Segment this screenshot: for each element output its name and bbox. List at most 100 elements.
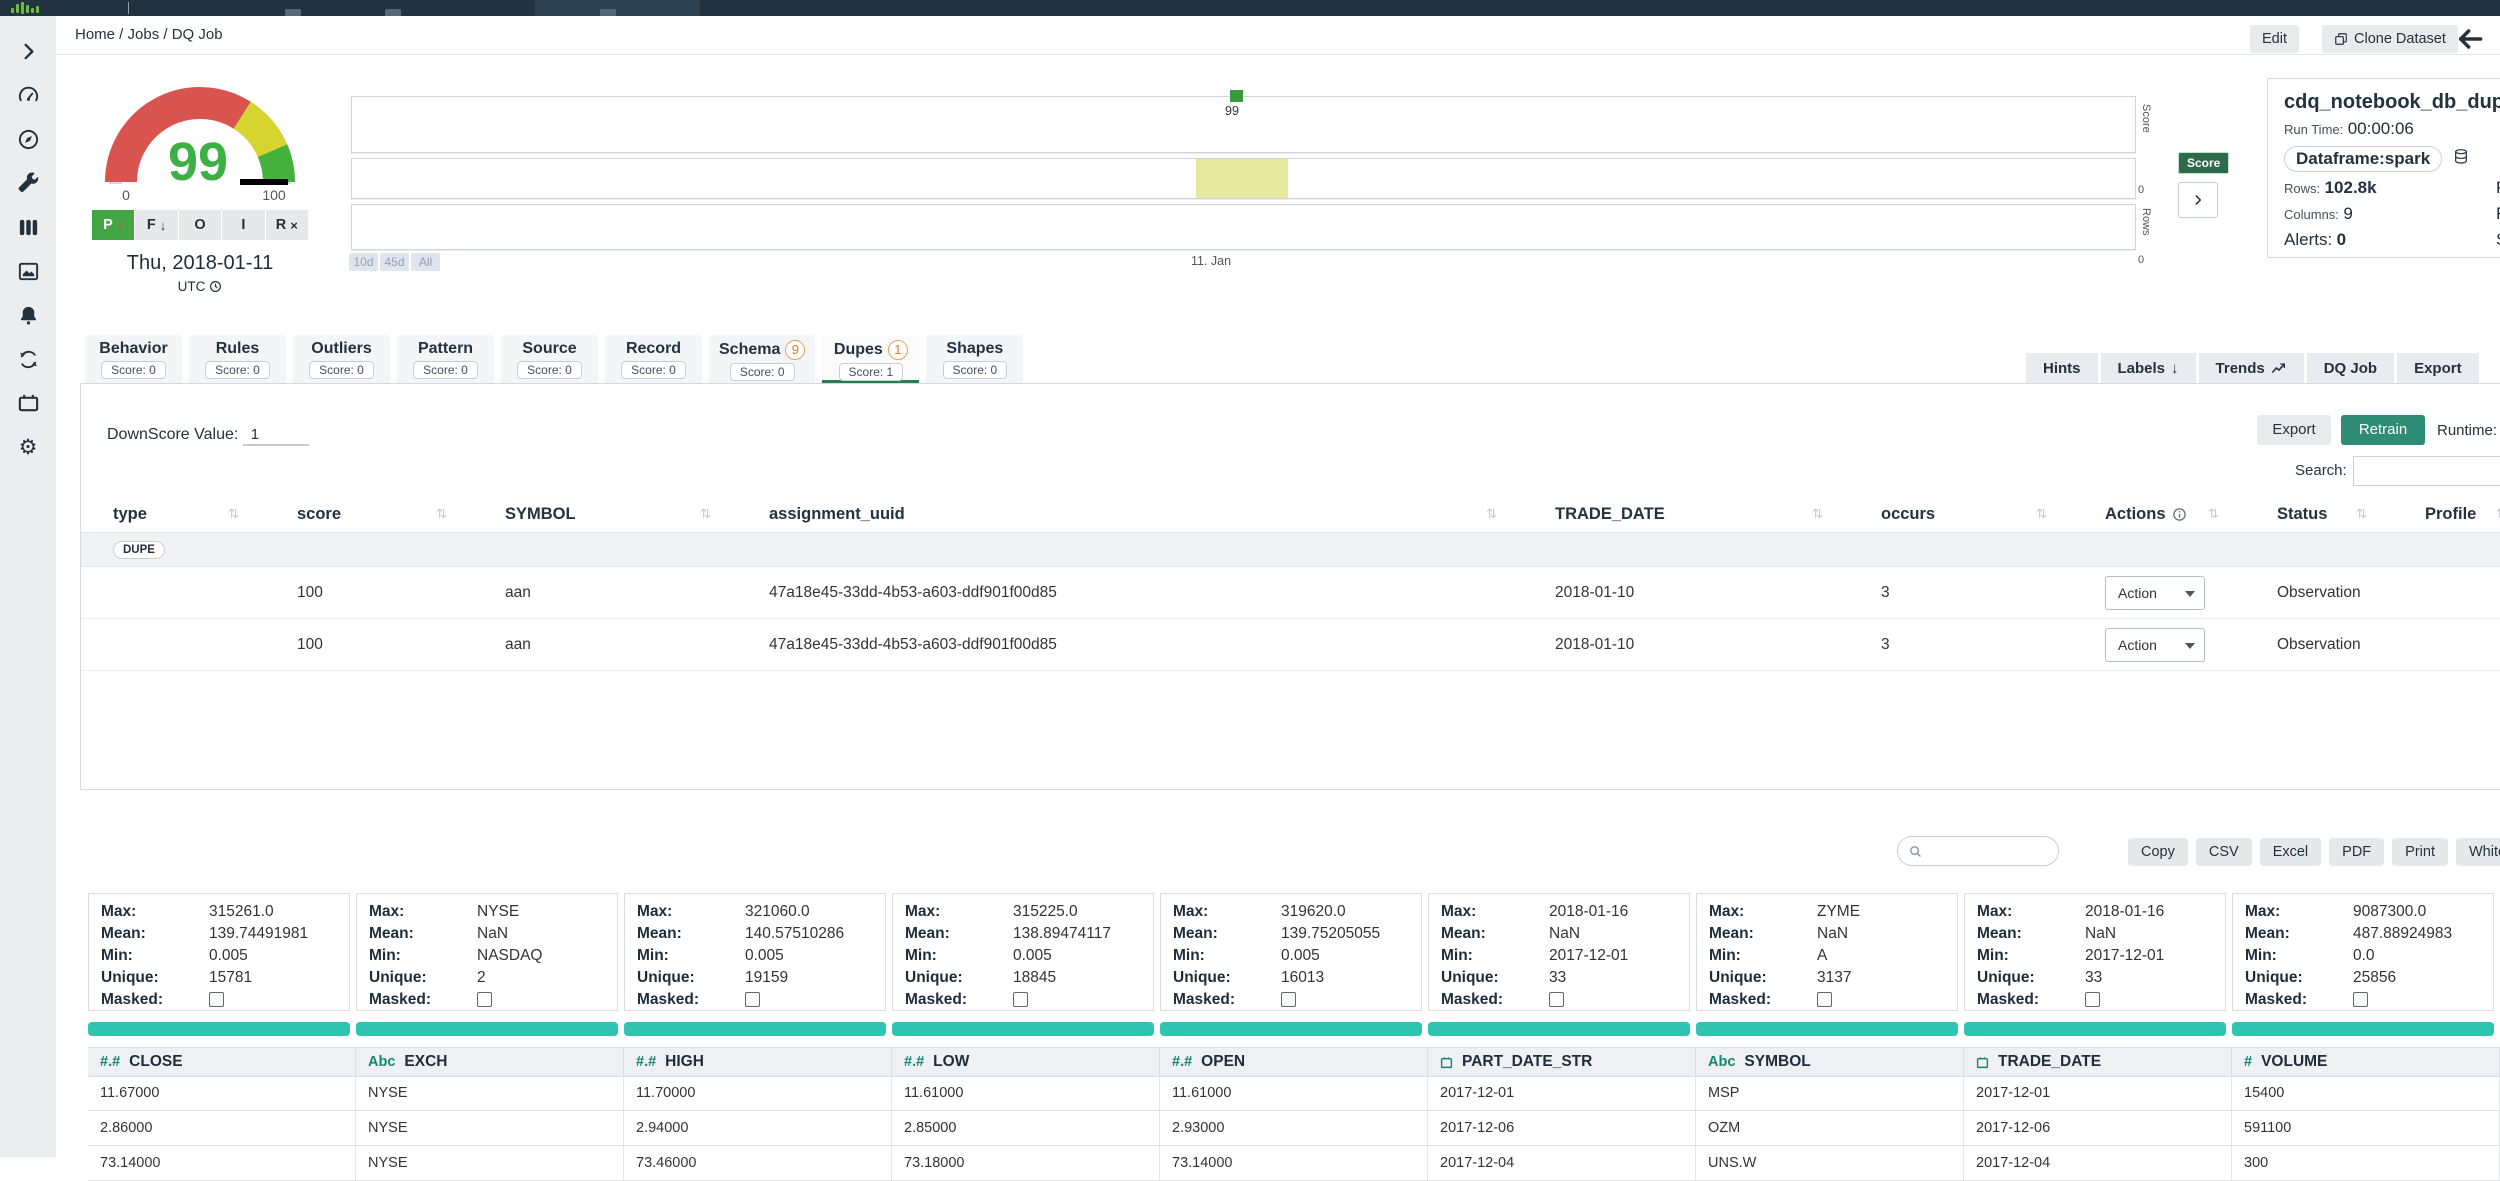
preview-column-header[interactable]: # VOLUME [2232,1048,2500,1076]
sort-icon[interactable]: ⇅ [2036,506,2047,522]
topbar-partial-icon[interactable] [285,9,301,16]
sort-icon[interactable]: ⇅ [2496,506,2500,522]
bell-icon[interactable] [17,304,40,327]
image-icon[interactable] [17,260,40,283]
masked-checkbox[interactable] [209,992,224,1007]
masked-checkbox[interactable] [2085,992,2100,1007]
dupes-search-input[interactable] [2353,456,2500,486]
dq-tab[interactable]: Shapes Score: 0 [926,335,1023,383]
masked-checkbox[interactable] [1549,992,1564,1007]
wrench-icon[interactable] [17,172,40,195]
profile-search-box[interactable] [1897,836,2059,866]
secondary-tab[interactable]: Trends [2199,353,2304,383]
preview-column-header[interactable]: Abc SYMBOL [1696,1048,1964,1076]
secondary-tab[interactable]: Hints [2026,353,2098,383]
preview-row[interactable]: 11.67000 NYSE 11.70000 11.61000 11.61000… [88,1076,2500,1111]
action-dropdown[interactable]: Action [2105,576,2205,610]
col-header-status[interactable]: Status⇅ [2245,496,2393,532]
sort-icon[interactable]: ⇅ [1812,506,1823,522]
preview-column-header[interactable]: #.# HIGH [624,1048,892,1076]
next-chart-button[interactable] [2178,182,2218,218]
preview-column-header[interactable]: #.# LOW [892,1048,1160,1076]
schedule-link[interactable]: Schedule [2496,230,2500,250]
sort-icon[interactable]: ⇅ [2208,506,2219,522]
sort-icon[interactable]: ⇅ [436,506,447,522]
masked-checkbox[interactable] [1281,992,1296,1007]
gauge-icon[interactable] [17,84,40,107]
masked-checkbox[interactable] [745,992,760,1007]
col-header-type[interactable]: type⇅ [81,496,265,532]
downscore-input[interactable]: 1 [243,426,309,446]
col-header-assignment-uuid[interactable]: assignment_uuid⇅ [737,496,1523,532]
gauge-mode-button[interactable]: I [222,210,264,240]
score-point-marker[interactable] [1230,90,1243,102]
csv-button[interactable]: CSV [2196,838,2252,866]
sort-icon[interactable]: ⇅ [2356,506,2367,522]
info-icon[interactable] [2172,507,2187,522]
expand-sidebar-icon[interactable] [17,40,40,63]
masked-checkbox[interactable] [1013,992,1028,1007]
refresh-cycle-icon[interactable] [17,348,40,371]
calendar-box-icon[interactable] [17,392,40,415]
col-header-trade-date[interactable]: TRADE_DATE⇅ [1523,496,1849,532]
col-header-occurs[interactable]: occurs⇅ [1849,496,2073,532]
secondary-tab[interactable]: Labels ↓ [2101,353,2196,383]
dq-tab[interactable]: Rules Score: 0 [189,335,286,383]
retrain-button[interactable]: Retrain [2341,415,2425,445]
table-row[interactable]: 100 aan 47a18e45-33dd-4b53-a603-ddf901f0… [81,619,2500,671]
copy-button[interactable]: Copy [2128,838,2188,866]
export-button[interactable]: Export [2257,415,2331,445]
topbar-partial-icon[interactable] [385,9,401,16]
preview-column-header[interactable]: #.# CLOSE [88,1048,356,1076]
range-10d-button[interactable]: 10d [349,253,378,271]
preview-column-header[interactable]: #.# OPEN [1160,1048,1428,1076]
preview-row[interactable]: 73.14000 NYSE 73.46000 73.18000 73.14000… [88,1146,2500,1181]
print-button[interactable]: Print [2392,838,2448,866]
rules-link[interactable]: Rules (0) [2496,204,2500,224]
masked-checkbox[interactable] [2353,992,2368,1007]
preview-column-header[interactable]: TRADE_DATE [1964,1048,2232,1076]
excel-button[interactable]: Excel [2260,838,2321,866]
col-header-profile[interactable]: Profile⇅ [2393,496,2500,532]
edit-button[interactable]: Edit [2250,25,2299,53]
dq-tab[interactable]: Outliers Score: 0 [293,335,390,383]
compass-icon[interactable] [17,128,40,151]
col-header-actions[interactable]: Actions ⇅ [2073,496,2245,532]
preview-column-header[interactable]: PART_DATE_STR [1428,1048,1696,1076]
columns-catalog-icon[interactable] [17,216,40,239]
dq-tab[interactable]: Source Score: 0 [501,335,598,383]
col-header-symbol[interactable]: SYMBOL⇅ [473,496,737,532]
secondary-tab[interactable]: DQ Job [2307,353,2394,383]
sort-icon[interactable]: ⇅ [228,506,239,522]
score-trend-panel[interactable] [351,96,2136,153]
preview-row[interactable]: 2.86000 NYSE 2.94000 2.85000 2.93000 201… [88,1111,2500,1146]
dq-tab[interactable]: Pattern Score: 0 [397,335,494,383]
gear-icon[interactable]: ⚙ [17,436,40,459]
sort-icon[interactable]: ⇅ [700,506,711,522]
rows-trend-panel[interactable] [351,204,2136,250]
masked-checkbox[interactable] [1817,992,1832,1007]
score-legend-chip[interactable]: Score [2178,152,2229,174]
topbar-partial-icon[interactable] [600,9,616,16]
pdf-button[interactable]: PDF [2329,838,2384,866]
whitespace-toggle-button[interactable]: Whitespace Off [2456,838,2500,866]
dq-tab[interactable]: Schema9 Score: 0 [709,335,815,383]
table-row[interactable]: 100 aan 47a18e45-33dd-4b53-a603-ddf901f0… [81,567,2500,619]
range-45d-button[interactable]: 45d [380,253,409,271]
preview-column-header[interactable]: Abc EXCH [356,1048,624,1076]
gauge-mode-button[interactable]: O [179,210,221,240]
profile-link[interactable]: Profile [2496,178,2500,198]
dq-tab[interactable]: Dupes1 Score: 1 [822,335,919,383]
clone-dataset-button[interactable]: Clone Dataset [2322,25,2458,53]
masked-checkbox[interactable] [477,992,492,1007]
dq-tab[interactable]: Record Score: 0 [605,335,702,383]
action-dropdown[interactable]: Action [2105,628,2205,662]
range-all-button[interactable]: All [411,253,440,271]
secondary-tab[interactable]: Export [2397,353,2479,383]
col-header-score[interactable]: score⇅ [265,496,473,532]
gauge-mode-button[interactable]: R × [266,210,308,240]
selected-day-bar[interactable] [1196,159,1288,198]
gauge-mode-button[interactable]: P ↑ [92,210,134,240]
collapse-panel-arrow-icon[interactable] [2454,23,2486,49]
sort-icon[interactable]: ⇅ [1486,506,1497,522]
